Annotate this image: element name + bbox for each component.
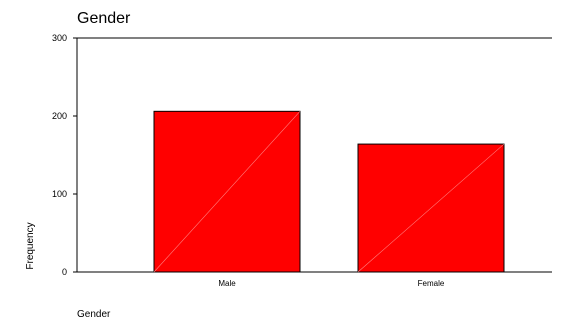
x-category-label: Male (218, 279, 236, 288)
bar-diagonal-female (357, 143, 505, 273)
y-tick-label: 0 (62, 267, 67, 277)
bars (153, 110, 505, 273)
y-tick-label: 300 (52, 33, 67, 43)
y-tick-label: 200 (52, 111, 67, 121)
y-axis-label: Frequency (25, 222, 36, 269)
y-tick-label: 100 (52, 189, 67, 199)
x-axis-label: Gender (77, 309, 111, 320)
y-axis-ticks: 0 100 200 300 (52, 33, 77, 277)
bar-diagonal-male (153, 111, 301, 273)
chart-title: Gender (77, 10, 131, 27)
x-category-label: Female (418, 279, 445, 288)
x-axis-categories: Male Female (218, 279, 445, 288)
